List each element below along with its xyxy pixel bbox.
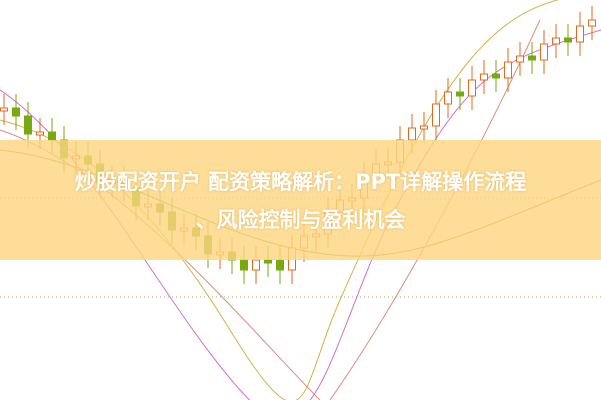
candle-body bbox=[48, 131, 56, 141]
candle-body bbox=[0, 107, 8, 112]
candle-body bbox=[528, 55, 536, 61]
candle-body bbox=[432, 103, 440, 127]
candle-body bbox=[564, 37, 572, 43]
candle-body bbox=[576, 25, 584, 43]
article-title: 炒股配资开户 配资策略解析：PPT详解操作流程 、风险控制与盈利机会 bbox=[0, 163, 601, 239]
candle-body bbox=[276, 259, 284, 271]
candle-body bbox=[12, 107, 20, 117]
title-line-2: 、风险控制与盈利机会 bbox=[195, 208, 406, 232]
candle-body bbox=[480, 73, 488, 81]
candle-body bbox=[264, 259, 272, 264]
candle-body bbox=[492, 73, 500, 79]
candle-body bbox=[240, 259, 248, 271]
candle-body bbox=[408, 127, 416, 141]
candle-body bbox=[444, 91, 452, 105]
candle-body bbox=[420, 125, 428, 130]
candle-body bbox=[36, 131, 44, 136]
title-banner bbox=[0, 140, 601, 260]
candle-body bbox=[552, 37, 560, 45]
candle-body bbox=[468, 79, 476, 97]
candle-body bbox=[540, 43, 548, 61]
candle-body bbox=[504, 61, 512, 79]
candle-body bbox=[588, 19, 596, 27]
candle-body bbox=[252, 259, 260, 271]
candle-body bbox=[24, 115, 32, 135]
candle-body bbox=[516, 55, 524, 63]
title-line-1: 炒股配资开户 配资策略解析：PPT详解操作流程 bbox=[74, 170, 527, 194]
candle-body bbox=[456, 91, 464, 97]
